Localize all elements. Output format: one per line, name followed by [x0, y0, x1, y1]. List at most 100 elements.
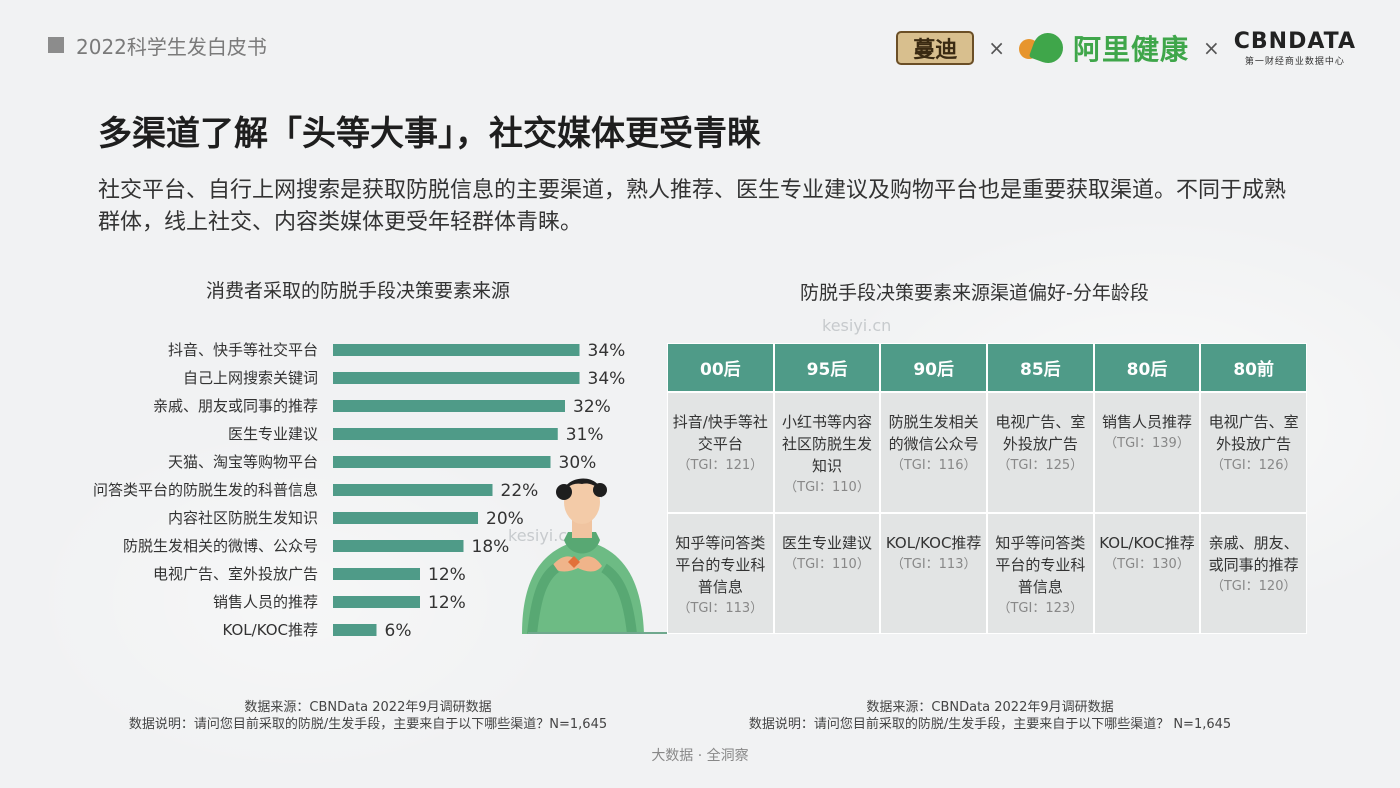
- page-subtitle: 社交平台、自行上网搜索是获取防脱信息的主要渠道，熟人推荐、医生专业建议及购物平台…: [98, 178, 1287, 235]
- bar-value-label: 20%: [486, 509, 524, 529]
- table-cell: 医生专业建议 （TGI：110）: [774, 514, 880, 633]
- table-header-00: 00后: [668, 344, 773, 391]
- cell-text: 医生专业建议: [781, 534, 872, 552]
- bar: [333, 568, 420, 580]
- cell-tgi: （TGI：125）: [997, 458, 1084, 473]
- bar-category-label: KOL/KOC推荐: [222, 621, 318, 639]
- cell-text: 小红书等内容社区防脱生发知识: [781, 413, 872, 475]
- cell-tgi: （TGI：123）: [997, 601, 1084, 616]
- table-cell: 抖音/快手等社交平台 （TGI：121）: [668, 393, 773, 512]
- bar: [333, 540, 464, 552]
- alihealth-logo-text: 阿里健康: [1072, 33, 1189, 66]
- table-cell: 小红书等内容社区防脱生发知识 （TGI：110）: [774, 393, 880, 512]
- table-header-pre80: 80前: [1201, 344, 1306, 391]
- bar-category-label: 亲戚、朋友或同事的推荐: [153, 397, 318, 415]
- woman-heart-hands-illustration: [522, 478, 644, 634]
- cell-tgi: （TGI：113）: [677, 601, 764, 616]
- cell-tgi: （TGI：120）: [1210, 579, 1297, 594]
- table-cell: 知乎等问答类平台的专业科普信息 （TGI：113）: [668, 514, 773, 633]
- table-header-95: 95后: [774, 344, 880, 391]
- bar: [333, 512, 478, 524]
- right-desc-note: 数据说明：请问您目前采取的防脱/生发手段，主要来自于以下哪些渠道？ N=1,64…: [748, 717, 1232, 732]
- cell-text: KOL/KOC推荐: [885, 534, 982, 552]
- left-chart-notes: 数据来源：CBNData 2022年9月调研数据 数据说明：请问您目前采取的防脱…: [88, 699, 648, 733]
- bar-category-label: 问答类平台的防脱生发的科普信息: [93, 481, 318, 499]
- bar: [333, 428, 558, 440]
- footer-slogan: 大数据 · 全洞察: [651, 748, 749, 764]
- bar: [333, 400, 565, 412]
- table-cell: 知乎等问答类平台的专业科普信息 （TGI：123）: [987, 514, 1093, 633]
- cell-text: 防脱生发相关的微信公众号: [888, 413, 979, 453]
- bar-value-label: 22%: [501, 481, 539, 501]
- cell-tgi: （TGI：139）: [1104, 436, 1190, 451]
- bar-value-label: 12%: [428, 565, 466, 585]
- bar-category-label: 抖音、快手等社交平台: [168, 341, 318, 359]
- cbndata-logo-subtext: 第一财经商业数据中心: [1244, 56, 1345, 67]
- alihealth-mark-icon: [1018, 28, 1068, 68]
- table-cell: 防脱生发相关的微信公众号 （TGI：116）: [881, 393, 986, 512]
- cell-text: 亲戚、朋友、或同事的推荐: [1208, 534, 1299, 574]
- watermark: kesiyi.cn: [822, 316, 892, 335]
- age-preference-table: 00后 95后 90后 85后 80后 80前 抖音/快手等社交平台 （TGI：1…: [667, 343, 1307, 634]
- bar: [333, 372, 580, 384]
- separator-x: ×: [1203, 36, 1220, 60]
- bar-value-label: 18%: [472, 537, 510, 557]
- bar-category-label: 内容社区防脱生发知识: [168, 509, 318, 527]
- bar-category-label: 天猫、淘宝等购物平台: [168, 453, 318, 471]
- cell-tgi: （TGI：126）: [1210, 458, 1297, 473]
- separator-x: ×: [988, 36, 1005, 60]
- right-table-notes: 数据来源：CBNData 2022年9月调研数据 数据说明：请问您目前采取的防脱…: [710, 699, 1270, 733]
- bar: [333, 344, 580, 356]
- bar-value-label: 31%: [566, 425, 604, 445]
- mandi-logo: 蔓迪: [896, 31, 975, 65]
- table-cell: 销售人员推荐 （TGI：139）: [1094, 393, 1200, 512]
- page-title: 多渠道了解「头等大事」，社交媒体更受青睐: [98, 114, 761, 154]
- cell-text: 电视广告、室外投放广告: [995, 413, 1086, 453]
- bar-value-label: 6%: [385, 621, 412, 641]
- bar-category-label: 电视广告、室外投放广告: [153, 565, 318, 583]
- bar-value-label: 30%: [559, 453, 597, 473]
- bar-value-label: 34%: [588, 369, 626, 389]
- cell-tgi: （TGI：110）: [784, 480, 870, 495]
- bar-category-label: 防脱生发相关的微博、公众号: [123, 537, 318, 555]
- cell-tgi: （TGI：110）: [784, 557, 870, 572]
- bar-category-label: 自己上网搜索关键词: [183, 369, 318, 387]
- bar-value-label: 12%: [428, 593, 466, 613]
- left-desc-note: 数据说明：请问您目前采取的防脱/生发手段，主要来自于以下哪些渠道？N=1,645: [128, 717, 608, 732]
- cbndata-logo: CBNDATA 第一财经商业数据中心: [1233, 28, 1356, 67]
- cell-text: 抖音/快手等社交平台: [672, 413, 768, 453]
- cell-text: 电视广告、室外投放广告: [1208, 413, 1299, 453]
- cell-tgi: （TGI：121）: [677, 458, 764, 473]
- cell-tgi: （TGI：113）: [890, 557, 977, 572]
- right-table-title: 防脱手段决策要素来源渠道偏好-分年龄段: [800, 282, 1149, 304]
- table-header-85: 85后: [987, 344, 1093, 391]
- table-header-80: 80后: [1094, 344, 1200, 391]
- cell-text: 销售人员推荐: [1101, 413, 1192, 431]
- cbndata-logo-text: CBNDATA: [1233, 28, 1356, 54]
- report-title: 2022科学生发白皮书: [76, 35, 267, 59]
- bar-chart: 抖音、快手等社交平台 34% 自己上网搜索关键词 34% 亲戚、朋友或同事的推荐 32% 医…: [93, 341, 626, 641]
- bar: [333, 456, 551, 468]
- bar: [333, 624, 377, 636]
- table-cell: 电视广告、室外投放广告 （TGI：125）: [987, 393, 1093, 512]
- table-cell: KOL/KOC推荐 （TGI：113）: [881, 514, 986, 633]
- table-cell: 电视广告、室外投放广告 （TGI：126）: [1201, 393, 1306, 512]
- header-square-icon: [48, 37, 64, 53]
- bar: [333, 484, 493, 496]
- watermark: kesiyi.cn: [508, 526, 578, 545]
- cell-text: 知乎等问答类平台的专业科普信息: [995, 534, 1086, 596]
- bar-value-label: 34%: [588, 341, 626, 361]
- table-header-90: 90后: [881, 344, 986, 391]
- left-source-note: 数据来源：CBNData 2022年9月调研数据: [244, 700, 492, 715]
- cell-text: 知乎等问答类平台的专业科普信息: [675, 534, 766, 596]
- table-cell: KOL/KOC推荐 （TGI：130）: [1094, 514, 1200, 633]
- bar-category-label: 医生专业建议: [228, 425, 318, 443]
- left-chart-title: 消费者采取的防脱手段决策要素来源: [206, 280, 511, 302]
- cell-tgi: （TGI：116）: [890, 458, 977, 473]
- bar: [333, 596, 420, 608]
- alihealth-logo: 阿里健康: [1018, 28, 1189, 68]
- bar-category-label: 销售人员的推荐: [213, 593, 318, 611]
- partner-logos: 蔓迪 × 阿里健康 × CBNDATA 第一财经商业数据中心: [896, 28, 1356, 68]
- bar-value-label: 32%: [573, 397, 611, 417]
- right-source-note: 数据来源：CBNData 2022年9月调研数据: [866, 700, 1114, 715]
